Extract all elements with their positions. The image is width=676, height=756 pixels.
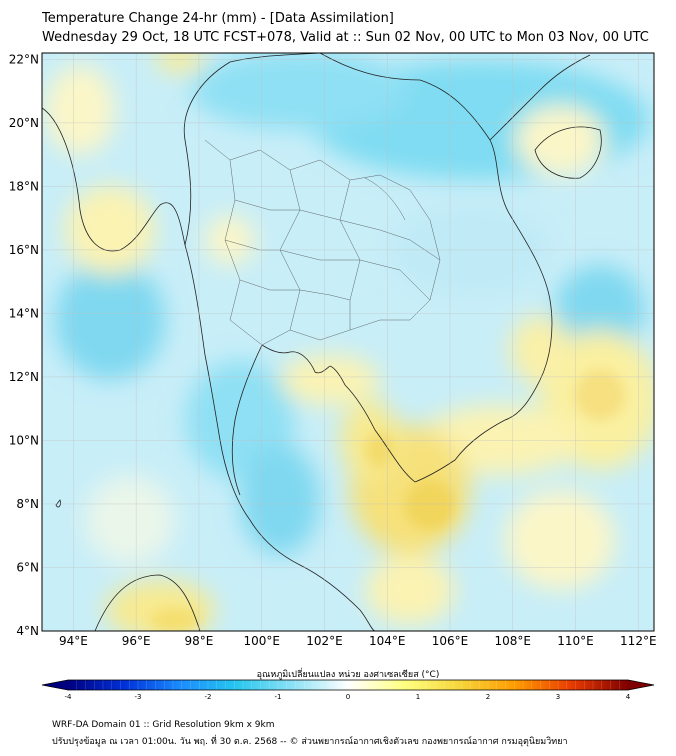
latitude-labels: 22°N 20°N 18°N 16°N 14°N 12°N 10°N 8°N 6°N 4°N <box>9 52 39 638</box>
lon-tick-label: 100°E <box>243 634 280 648</box>
colorbar-tick-label: 0 <box>346 693 350 701</box>
lon-tick-label: 104°E <box>369 634 406 648</box>
colorbar-tick-label: -2 <box>205 693 212 701</box>
lat-tick-label: 4°N <box>16 624 39 638</box>
temperature-field <box>42 53 654 631</box>
admin-borders <box>204 139 441 346</box>
map-subtitle: Wednesday 29 Oct, 18 UTC FCST+078, Valid… <box>42 30 649 45</box>
lon-tick-label: 96°E <box>122 634 151 648</box>
colorbar-tick-label: 2 <box>486 693 490 701</box>
lat-tick-label: 22°N <box>9 52 39 66</box>
footer-model-info: WRF-DA Domain 01 :: Grid Resolution 9km … <box>52 720 275 730</box>
lat-tick-label: 8°N <box>16 497 39 511</box>
lon-tick-label: 110°E <box>557 634 594 648</box>
colorbar-min-extend <box>42 680 68 690</box>
longitude-labels: 94°E 96°E 98°E 100°E 102°E 104°E 106°E 108°E 110… <box>59 634 657 648</box>
footer-credit: ปรับปรุงข้อมูล ณ เวลา 01:00น. วัน พฤ. ที… <box>52 737 568 747</box>
lon-tick-label: 106°E <box>432 634 469 648</box>
map-title: Temperature Change 24-hr (mm) - [Data As… <box>42 11 394 26</box>
lat-tick-label: 20°N <box>9 116 39 130</box>
lat-tick-label: 6°N <box>16 560 39 574</box>
colorbar-ticks: -4 -3 -2 -1 0 1 2 3 4 <box>65 693 631 701</box>
lon-tick-label: 94°E <box>59 634 88 648</box>
colorbar-tick-label: 4 <box>626 693 631 701</box>
colorbar-outline <box>41 679 655 691</box>
colorbar-tick-label: -3 <box>135 693 142 701</box>
colorbar-gradient <box>68 680 628 690</box>
map-frame <box>41 52 655 632</box>
colorbar-tick-label: -1 <box>275 693 282 701</box>
graticule <box>42 53 654 632</box>
lat-tick-label: 14°N <box>9 306 39 320</box>
lon-tick-label: 112°E <box>620 634 657 648</box>
lat-tick-label: 18°N <box>9 179 39 193</box>
colorbar-tick-label: 1 <box>416 693 420 701</box>
colorbar-label: อุณหภูมิเปลี่ยนแปลง หน่วย องศาเซลเซียส (… <box>257 667 440 680</box>
colorbar-max-extend <box>628 680 654 690</box>
coastlines <box>42 53 602 631</box>
lon-tick-label: 102°E <box>306 634 343 648</box>
lat-tick-label: 12°N <box>9 370 39 384</box>
lat-tick-label: 10°N <box>9 433 39 447</box>
lon-tick-label: 98°E <box>184 634 213 648</box>
colorbar <box>41 679 655 691</box>
lat-tick-label: 16°N <box>9 243 39 257</box>
lon-tick-label: 108°E <box>495 634 532 648</box>
colorbar-tick-label: -4 <box>65 693 73 701</box>
colorbar-tick-label: 3 <box>556 693 560 701</box>
